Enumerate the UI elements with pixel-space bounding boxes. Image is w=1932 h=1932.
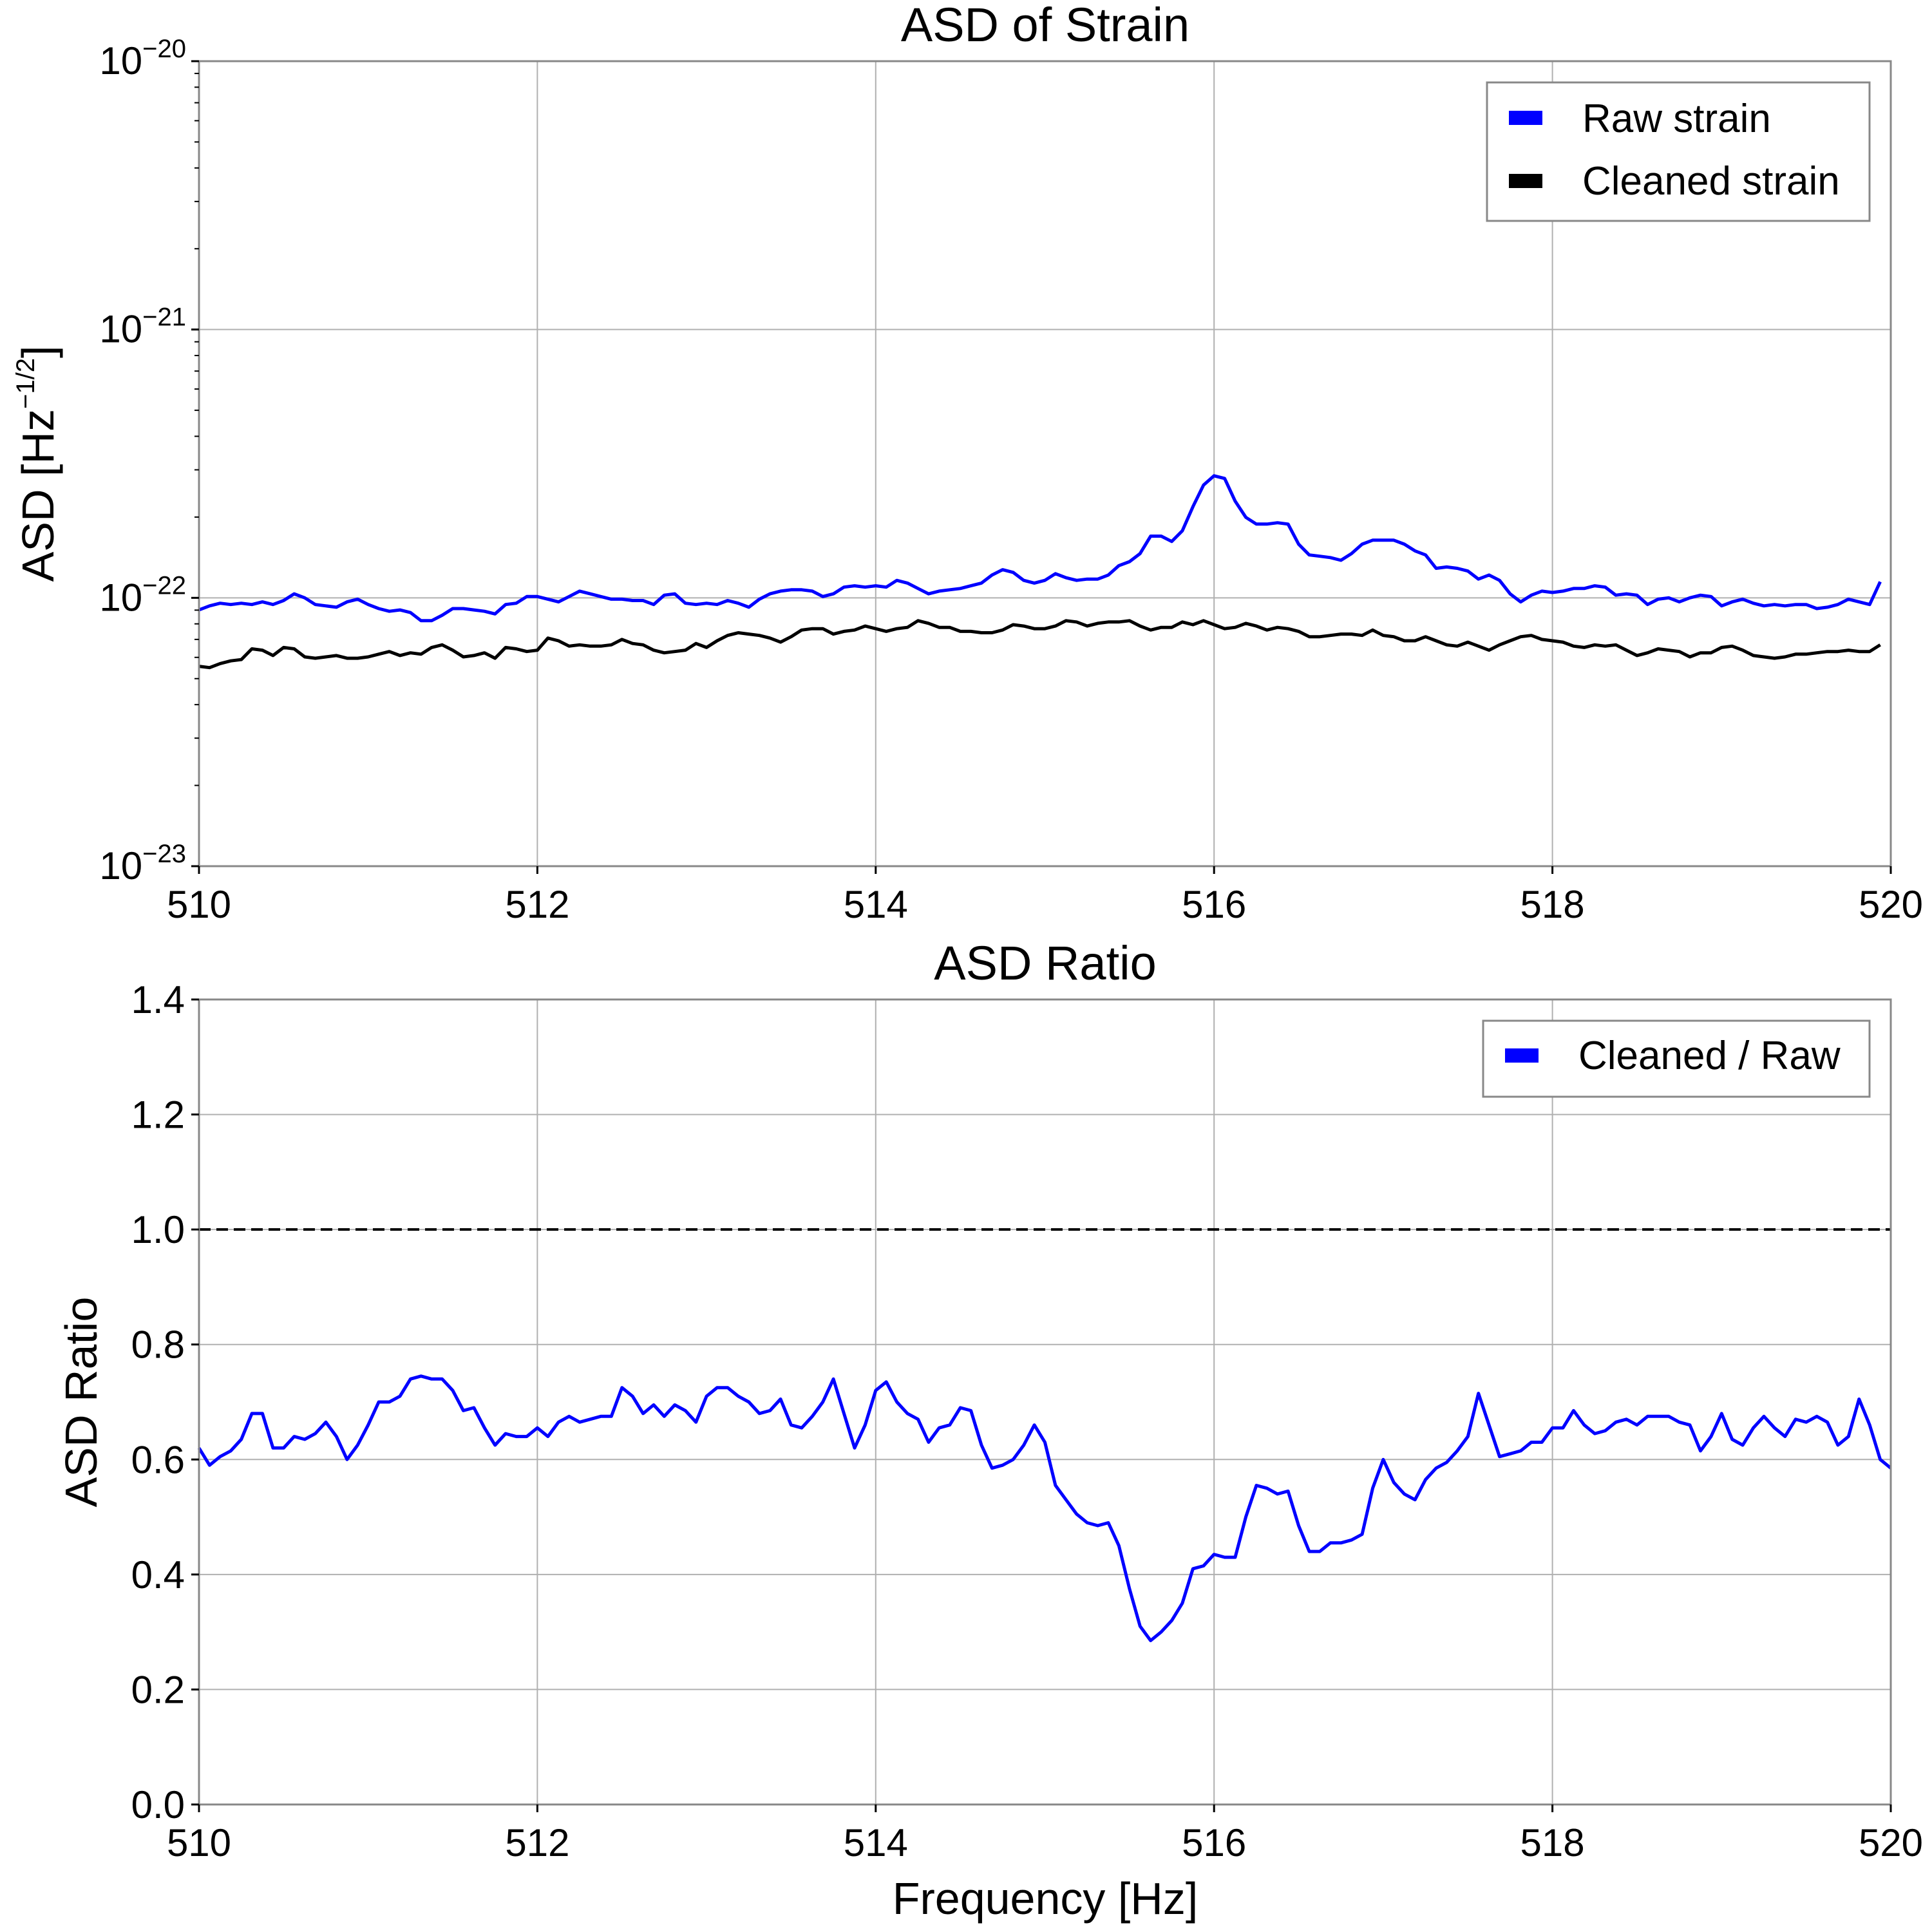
x-tick-label: 520	[1859, 1821, 1923, 1864]
asd-ratio-y-ticks: 0.0 0.2 0.4 0.6 0.8 1.0 1.2 1.4	[131, 978, 199, 1826]
y-tick-label: 10−21	[99, 303, 186, 351]
asd-strain-frame	[198, 60, 1892, 867]
y-tick-label: 10−22	[99, 571, 186, 619]
x-tick-label: 516	[1182, 1821, 1246, 1864]
y-tick-label: 1.0	[131, 1208, 185, 1251]
asd-strain-x-ticks: 510 512 514 516 518 520	[167, 866, 1923, 926]
y-tick-label: 10−23	[99, 840, 186, 887]
asd-strain-y-ticks: 10−20 10−21 10−22 10−23	[99, 35, 199, 887]
legend-label-ratio: Cleaned / Raw	[1578, 1034, 1841, 1078]
legend-label-raw: Raw strain	[1582, 97, 1771, 141]
x-tick-label: 514	[844, 1821, 908, 1864]
asd-ratio-series	[197, 1374, 1892, 1642]
legend-swatch-raw	[1509, 111, 1542, 125]
y-tick-label: 1.4	[131, 978, 185, 1021]
y-tick-label: 0.8	[131, 1323, 185, 1367]
legend-box	[1482, 1019, 1871, 1098]
asd-ratio-xlabel: Frequency [Hz]	[893, 1873, 1198, 1924]
legend-swatch-ratio	[1505, 1048, 1539, 1063]
asd-ratio-title: ASD Ratio	[934, 936, 1156, 990]
raw-strain-line	[198, 474, 1882, 623]
x-tick-label: 516	[1182, 883, 1246, 926]
y-tick-label: 10−20	[99, 35, 186, 82]
asd-ratio-x-ticks: 510 512 514 516 518 520	[167, 1804, 1923, 1864]
legend-swatch-cleaned	[1509, 174, 1542, 188]
asd-strain-title: ASD of Strain	[901, 0, 1189, 52]
y-tick-label: 1.2	[131, 1094, 185, 1137]
y-tick-label: 0.2	[131, 1668, 185, 1711]
cleaned-strain-line	[198, 619, 1881, 670]
legend-box	[1486, 81, 1871, 222]
ratio-line	[197, 1374, 1892, 1642]
x-tick-label: 510	[167, 1821, 231, 1864]
asd-ratio-legend: Cleaned / Raw	[1482, 1019, 1871, 1098]
asd-ratio-ylabel: ASD Ratio	[56, 1297, 106, 1508]
asd-strain-legend: Raw strain Cleaned strain	[1486, 81, 1871, 222]
asd-strain-ylabel: ASD [Hz−1/2]	[12, 346, 63, 582]
y-tick-label: 0.0	[131, 1783, 185, 1826]
x-tick-label: 512	[505, 883, 569, 926]
y-tick-label: 0.4	[131, 1553, 185, 1596]
x-tick-label: 520	[1859, 883, 1923, 926]
asd-ratio-panel: ASD Ratio 510 512 514 516 518 520 0.00.20.40.…	[56, 936, 1923, 1924]
legend-label-cleaned: Cleaned strain	[1582, 159, 1840, 204]
asd-ratio-frame	[198, 998, 1892, 1806]
x-tick-label: 518	[1520, 1821, 1585, 1864]
x-tick-label: 518	[1520, 883, 1585, 926]
y-tick-label: 0.6	[131, 1438, 185, 1481]
x-tick-label: 510	[167, 883, 231, 926]
asd-strain-series	[198, 474, 1882, 670]
asd-ratio-grid	[198, 999, 1891, 1805]
x-tick-label: 512	[505, 1821, 569, 1864]
x-tick-label: 514	[844, 883, 908, 926]
asd-strain-panel: ASD of Strain 510 512 514 516 518 520 10−2010…	[12, 0, 1923, 926]
